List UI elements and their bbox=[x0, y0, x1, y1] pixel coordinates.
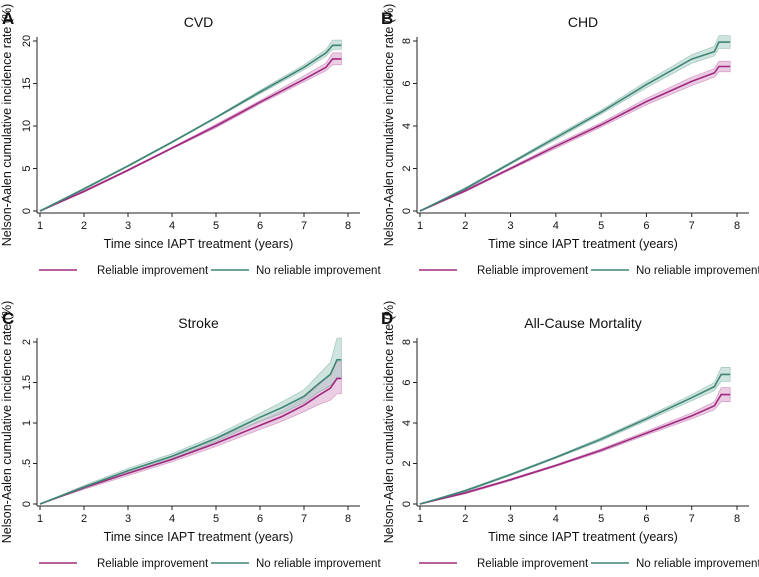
chart-title: CHD bbox=[568, 14, 598, 30]
legend-label-reliable: Reliable improvement bbox=[97, 558, 209, 570]
x-tick-label: 4 bbox=[169, 513, 175, 525]
y-axis-label: Nelson-Aalen cumulative incidence rate (… bbox=[0, 4, 14, 246]
chart-title: CVD bbox=[184, 14, 214, 30]
x-tick-label: 7 bbox=[689, 513, 695, 525]
x-tick-label: 8 bbox=[345, 220, 351, 232]
series-line-reliable bbox=[39, 58, 342, 212]
x-tick-label: 3 bbox=[125, 513, 131, 525]
panel-letter: A bbox=[2, 9, 14, 28]
x-tick-label: 8 bbox=[734, 513, 740, 525]
x-tick-label: 5 bbox=[213, 220, 219, 232]
y-tick-label: 0 bbox=[401, 208, 413, 214]
panel-letter: B bbox=[381, 9, 393, 28]
x-tick-label: 4 bbox=[169, 220, 175, 232]
panel-c: C Stroke Nelson-Aalen cumulative incidence… bbox=[0, 301, 381, 570]
panel-d: D All-Cause Mortality Nelson-Aalen cumulat… bbox=[381, 301, 759, 570]
x-tick-label: 4 bbox=[553, 513, 559, 525]
x-tick-label: 1 bbox=[37, 220, 43, 232]
ci-band-no-reliable bbox=[39, 337, 342, 505]
panel-letter: D bbox=[381, 309, 393, 328]
ci-band-no-reliable bbox=[419, 35, 731, 212]
series-line-reliable bbox=[39, 377, 342, 505]
x-axis-label: Time since IAPT treatment (years) bbox=[104, 530, 294, 544]
x-tick-label: 7 bbox=[301, 513, 307, 525]
y-tick-label: 5 bbox=[21, 165, 33, 171]
panel-letter: C bbox=[2, 309, 14, 328]
y-tick-label: 1.5 bbox=[21, 375, 33, 390]
y-axis-label: Nelson-Aalen cumulative incidence rate (… bbox=[382, 301, 396, 543]
y-tick-label: 0 bbox=[21, 501, 33, 507]
x-tick-label: 4 bbox=[553, 220, 559, 232]
x-tick-label: 1 bbox=[417, 220, 423, 232]
y-tick-label: 0 bbox=[401, 501, 413, 507]
series-line-no-reliable bbox=[39, 44, 342, 212]
y-axis-label: Nelson-Aalen cumulative incidence rate (… bbox=[0, 301, 14, 543]
y-tick-label: 4 bbox=[401, 123, 413, 129]
ci-band-reliable bbox=[39, 361, 342, 505]
series-line-reliable bbox=[419, 65, 731, 212]
x-tick-label: 7 bbox=[301, 220, 307, 232]
y-tick-label: 4 bbox=[401, 420, 413, 426]
panel-b: B CHD Nelson-Aalen cumulative incidence ra… bbox=[381, 4, 759, 277]
y-tick-label: 6 bbox=[401, 80, 413, 86]
x-axis-label: Time since IAPT treatment (years) bbox=[488, 237, 678, 251]
y-axis-label: Nelson-Aalen cumulative incidence rate (… bbox=[382, 4, 396, 246]
ci-band-no-reliable bbox=[39, 39, 342, 212]
ci-band-reliable bbox=[419, 387, 731, 505]
legend-label-no-reliable: No reliable improvement bbox=[256, 558, 381, 570]
x-tick-label: 6 bbox=[257, 513, 263, 525]
x-tick-label: 2 bbox=[81, 220, 87, 232]
y-tick-label: 6 bbox=[401, 379, 413, 385]
series-line-no-reliable bbox=[39, 359, 342, 505]
y-tick-label: 2 bbox=[21, 339, 33, 345]
series-line-no-reliable bbox=[419, 373, 731, 505]
x-axis-label: Time since IAPT treatment (years) bbox=[488, 530, 678, 544]
y-tick-label: 15 bbox=[21, 77, 33, 89]
legend-label-no-reliable: No reliable improvement bbox=[256, 265, 381, 277]
legend-label-no-reliable: No reliable improvement bbox=[636, 265, 759, 277]
x-tick-label: 3 bbox=[508, 513, 514, 525]
x-tick-label: 2 bbox=[81, 513, 87, 525]
chart-title: Stroke bbox=[178, 315, 219, 331]
y-tick-label: 20 bbox=[21, 35, 33, 47]
legend-label-reliable: Reliable improvement bbox=[477, 558, 589, 570]
y-tick-label: .5 bbox=[21, 459, 33, 468]
y-tick-label: 0 bbox=[21, 208, 33, 214]
x-tick-label: 6 bbox=[643, 220, 649, 232]
y-tick-label: 10 bbox=[21, 120, 33, 132]
legend-label-reliable: Reliable improvement bbox=[477, 265, 589, 277]
x-tick-label: 6 bbox=[257, 220, 263, 232]
x-tick-label: 8 bbox=[734, 220, 740, 232]
y-tick-label: 2 bbox=[401, 460, 413, 466]
x-tick-label: 1 bbox=[417, 513, 423, 525]
series-line-reliable bbox=[419, 393, 731, 505]
x-tick-label: 5 bbox=[598, 513, 604, 525]
y-tick-label: 8 bbox=[401, 339, 413, 345]
series-line-no-reliable bbox=[419, 41, 731, 212]
x-tick-label: 3 bbox=[125, 220, 131, 232]
legend-label-no-reliable: No reliable improvement bbox=[636, 558, 759, 570]
chart-title: All-Cause Mortality bbox=[524, 315, 641, 331]
x-tick-label: 8 bbox=[345, 513, 351, 525]
x-tick-label: 2 bbox=[462, 513, 468, 525]
y-tick-label: 8 bbox=[401, 38, 413, 44]
ci-band-no-reliable bbox=[419, 367, 731, 505]
x-tick-label: 7 bbox=[689, 220, 695, 232]
x-tick-label: 5 bbox=[213, 513, 219, 525]
x-tick-label: 1 bbox=[37, 513, 43, 525]
x-tick-label: 2 bbox=[462, 220, 468, 232]
x-tick-label: 6 bbox=[643, 513, 649, 525]
y-tick-label: 1 bbox=[21, 420, 33, 426]
x-tick-label: 5 bbox=[598, 220, 604, 232]
x-axis-label: Time since IAPT treatment (years) bbox=[104, 237, 294, 251]
legend-label-reliable: Reliable improvement bbox=[97, 265, 209, 277]
x-tick-label: 3 bbox=[508, 220, 514, 232]
panel-a: A CVD Nelson-Aalen cumulative incidence ra… bbox=[0, 4, 381, 277]
y-tick-label: 2 bbox=[401, 165, 413, 171]
